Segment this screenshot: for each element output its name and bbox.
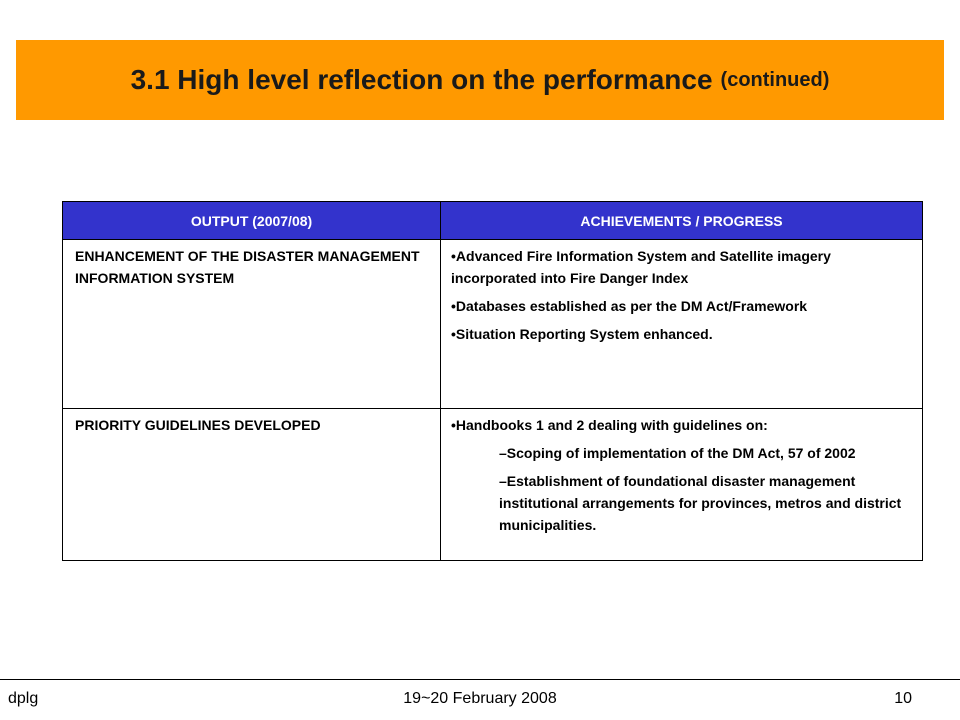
slide-title: 3.1 High level reflection on the perform…: [130, 64, 713, 95]
footer-organization: dplg: [8, 690, 39, 707]
header-output: OUTPUT (2007/08): [62, 201, 441, 240]
achievement-sub-item: –Establishment of foundational disaster …: [499, 473, 902, 533]
achievement-item: •Handbooks 1 and 2 dealing with guidelin…: [451, 417, 768, 433]
footer-divider: [0, 679, 960, 680]
header-achievements: ACHIEVEMENTS / PROGRESS: [440, 201, 923, 240]
achievement-item: •Situation Reporting System enhanced.: [451, 326, 713, 342]
performance-table: OUTPUT (2007/08) ACHIEVEMENTS / PROGRESS…: [62, 201, 923, 561]
slide-title-suffix: (continued): [720, 68, 830, 91]
achievements-cell: •Handbooks 1 and 2 dealing with guidelin…: [440, 408, 923, 561]
achievement-item: •Advanced Fire Information System and Sa…: [451, 248, 831, 286]
title-bar: 3.1 High level reflection on the perform…: [16, 40, 944, 120]
output-cell: ENHANCEMENT OF THE DISASTER MANAGEMENT I…: [62, 239, 441, 409]
output-cell: PRIORITY GUIDELINES DEVELOPED: [62, 408, 441, 561]
achievement-sub-item: –Scoping of implementation of the DM Act…: [499, 445, 856, 461]
table-row: PRIORITY GUIDELINES DEVELOPED •Handbooks…: [62, 408, 923, 561]
slide-number: 10: [894, 690, 912, 707]
achievements-cell: •Advanced Fire Information System and Sa…: [440, 239, 923, 409]
table-header-row: OUTPUT (2007/08) ACHIEVEMENTS / PROGRESS: [62, 201, 923, 240]
achievement-item: •Databases established as per the DM Act…: [451, 298, 808, 314]
table-row: ENHANCEMENT OF THE DISASTER MANAGEMENT I…: [62, 239, 923, 409]
footer-date: 19~20 February 2008: [403, 690, 557, 707]
